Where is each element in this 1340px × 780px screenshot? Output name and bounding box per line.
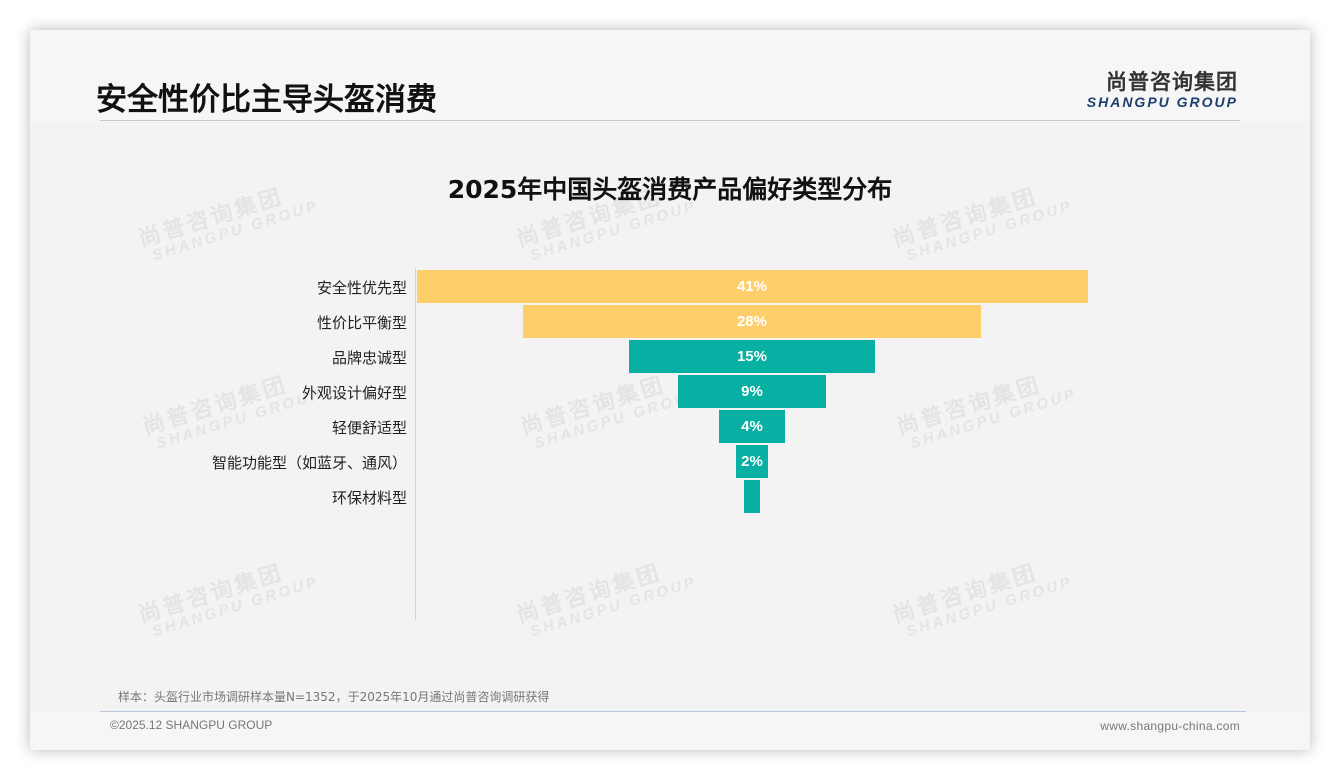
- category-label: 智能功能型（如蓝牙、通风）: [211, 454, 407, 472]
- company-logo: 尚普咨询集团 SHANGPU GROUP: [1087, 66, 1238, 110]
- funnel-row: 品牌忠诚型 15%: [30, 340, 1310, 373]
- funnel-row: 性价比平衡型 28%: [30, 305, 1310, 338]
- category-axis-line: [415, 268, 416, 620]
- category-label: 性价比平衡型: [316, 314, 407, 332]
- funnel-row: 智能功能型（如蓝牙、通风） 2%: [30, 445, 1310, 478]
- copyright: ©2025.12 SHANGPU GROUP: [110, 718, 273, 732]
- content-background: [30, 122, 1310, 712]
- logo-cn: 尚普咨询集团: [1106, 70, 1238, 94]
- funnel-bar: 2%: [735, 445, 769, 478]
- slide: 安全性价比主导头盔消费 尚普咨询集团 SHANGPU GROUP 尚普咨询集团 S…: [30, 30, 1310, 750]
- category-label: 安全性优先型: [316, 279, 407, 297]
- sample-note: 样本：头盔行业市场调研样本量N=1352，于2025年10月通过尚普咨询调研获得: [118, 690, 550, 704]
- category-label: 轻便舒适型: [331, 419, 407, 437]
- funnel-bar: 41%: [416, 270, 1088, 303]
- page-title: 安全性价比主导头盔消费: [96, 82, 437, 118]
- funnel-bar: 4%: [719, 410, 785, 443]
- funnel-bar: [743, 480, 761, 513]
- funnel-bar: 15%: [629, 340, 875, 373]
- category-label: 品牌忠诚型: [331, 349, 407, 367]
- category-label: 外观设计偏好型: [301, 384, 407, 402]
- category-label: 环保材料型: [331, 489, 407, 507]
- title-divider: [100, 120, 1240, 121]
- chart-title: 2025年中国头盔消费产品偏好类型分布: [447, 175, 893, 204]
- funnel-row: 环保材料型: [30, 480, 1310, 513]
- logo-en: SHANGPU GROUP: [1086, 94, 1238, 110]
- funnel-bar: 28%: [522, 305, 982, 338]
- funnel-row: 外观设计偏好型 9%: [30, 375, 1310, 408]
- website-link[interactable]: www.shangpu-china.com: [1100, 719, 1240, 733]
- funnel-row: 轻便舒适型 4%: [30, 410, 1310, 443]
- funnel-row: 安全性优先型 41%: [30, 270, 1310, 303]
- footer-divider: [100, 711, 1246, 712]
- funnel-bar: 9%: [678, 375, 826, 408]
